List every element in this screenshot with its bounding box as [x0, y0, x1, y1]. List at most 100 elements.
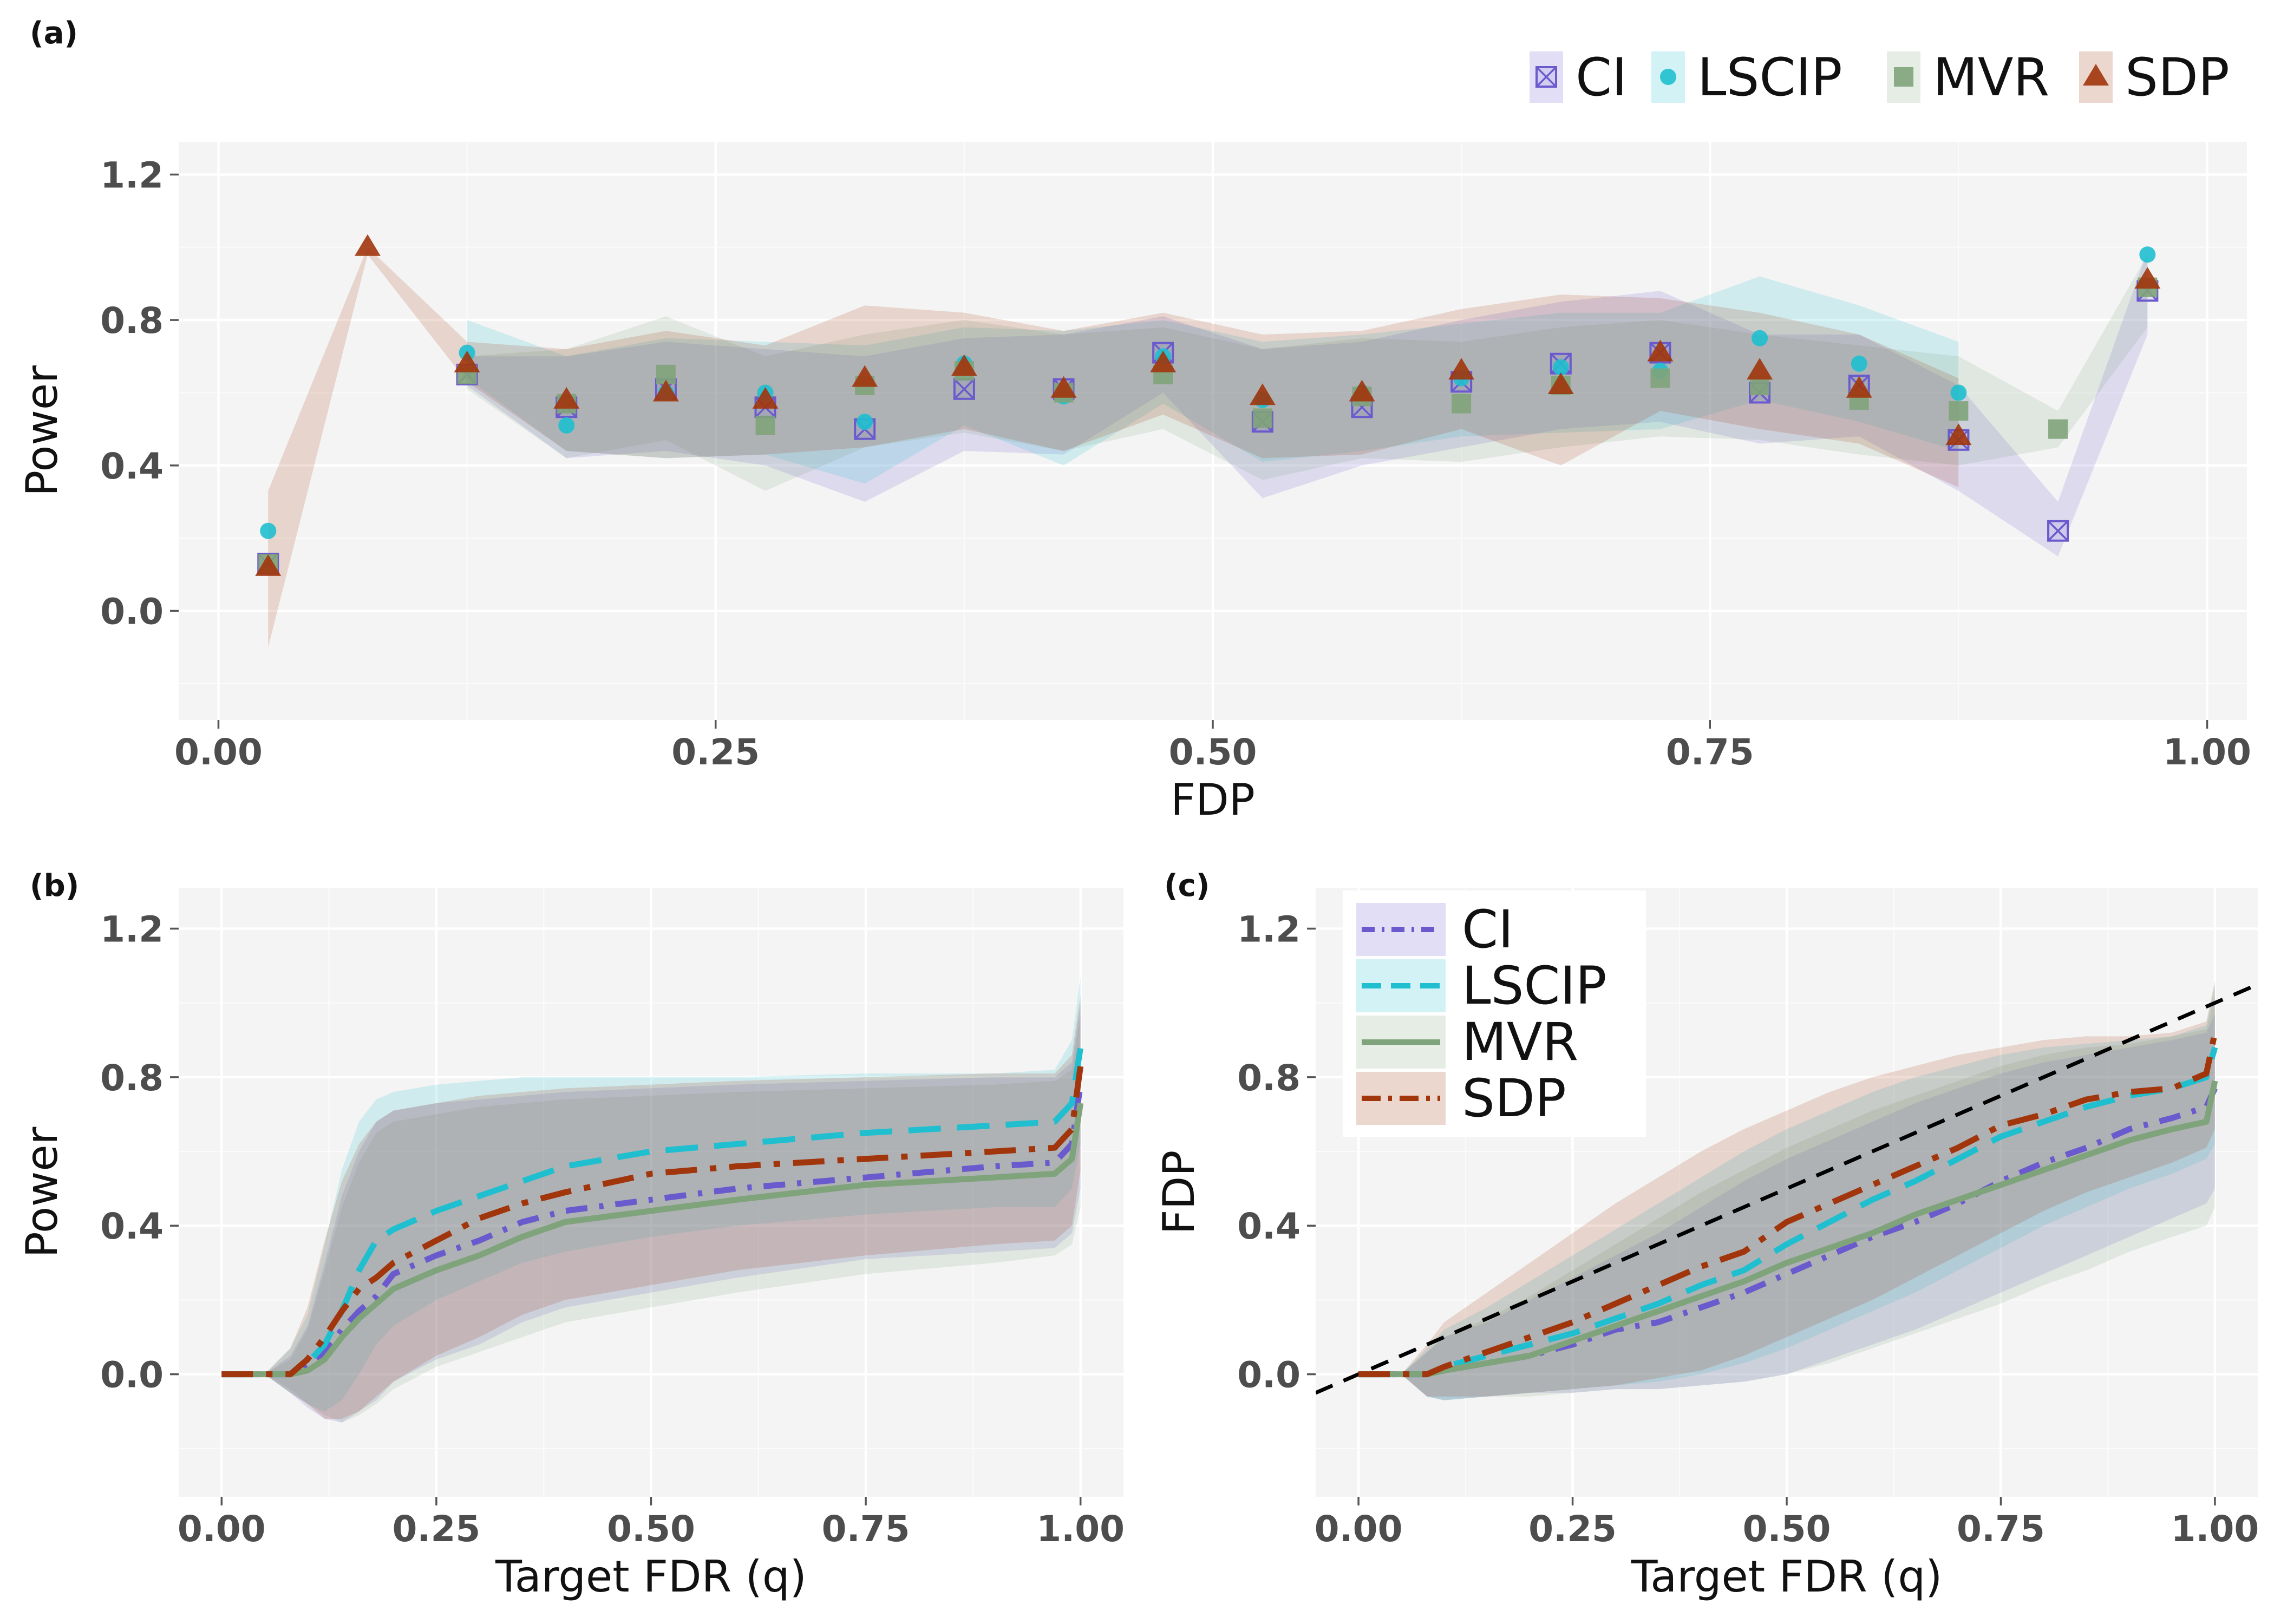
point-mvr: [2048, 419, 2068, 439]
point-sdp: [1747, 358, 1773, 380]
point-mvr: [755, 415, 775, 435]
y-tick-label-a: 0.8: [100, 300, 164, 342]
y-axis-title-a: Power: [17, 365, 67, 496]
point-mvr: [1252, 408, 1272, 428]
point-sdp: [752, 387, 779, 409]
confidence-band-sdp-c: [1358, 980, 2215, 1397]
legend-marker-lscip: [1660, 69, 1676, 85]
series-line-sdp-c: [1358, 1032, 2218, 1378]
confidence-band-mvr-b: [221, 1014, 1081, 1423]
legend-label-sdp: SDP: [2125, 47, 2230, 108]
point-sdp: [1150, 350, 1177, 372]
x-axis-title-a: FDP: [1171, 775, 1255, 825]
x-axis-title-b: Target FDR (q): [495, 1551, 807, 1602]
panel-tag-c: (c): [1164, 868, 1210, 903]
confidence-band-sdp-b: [221, 995, 1081, 1419]
point-lscip: [260, 522, 277, 539]
legend-item-ci: CI: [1530, 47, 1627, 108]
x-tick-label-b: 0.00: [178, 1508, 266, 1550]
confidence-band-sdp-a: [268, 247, 1959, 647]
point-sdp: [553, 387, 580, 409]
point-sdp: [354, 234, 381, 256]
y-tick-label-c: 1.2: [1237, 908, 1301, 950]
confidence-band-lscip-b: [221, 977, 1081, 1412]
y-tick-label-b: 0.0: [100, 1354, 164, 1396]
y-tick-label-b: 0.8: [100, 1057, 164, 1099]
x-tick-label-b: 0.25: [392, 1508, 480, 1550]
point-lscip: [2139, 246, 2156, 263]
x-tick-label-c: 0.75: [1957, 1508, 2045, 1550]
point-sdp: [1547, 372, 1574, 395]
panel-tag-a: (a): [30, 16, 78, 51]
panel-b: 0.00 0.25 0.50 0.75 1.00 0.0 0.4 0.8 1.2 Target F…: [17, 888, 1125, 1602]
series-line-lscip-b: [221, 1047, 1084, 1378]
point-lscip: [1552, 359, 1569, 376]
legend-item-lscip-c: LSCIP: [1356, 955, 1607, 1016]
point-sdp: [1349, 379, 1375, 402]
point-sdp: [1945, 423, 1972, 446]
y-tick-label-a: 1.2: [100, 154, 164, 196]
legend-marker-sdp: [2083, 64, 2109, 86]
point-sdp: [951, 354, 977, 376]
point-sdp: [255, 554, 282, 576]
y-tick-label-b: 1.2: [100, 908, 164, 950]
legend-label-lscip-c: LSCIP: [1462, 955, 1607, 1016]
x-tick-label-a: 0.75: [1666, 731, 1754, 773]
plot-area-c: [1316, 980, 2258, 1400]
point-sdp: [1846, 376, 1872, 398]
x-tick-label-c: 0.50: [1743, 1508, 1831, 1550]
point-lscip: [1851, 355, 1867, 372]
legend-item-lscip: LSCIP: [1651, 47, 1842, 108]
y-axis-title-c: FDP: [1154, 1150, 1204, 1235]
point-mvr: [1452, 394, 1472, 414]
point-ci: [2047, 520, 2069, 542]
point-lscip: [857, 414, 873, 430]
legend-label-ci-c: CI: [1462, 899, 1513, 960]
legend-label-sdp-c: SDP: [1462, 1068, 1566, 1129]
legend-marker-mvr: [1894, 67, 1913, 87]
series-line-lscip-c: [1358, 1046, 2218, 1378]
point-lscip: [1752, 330, 1768, 346]
point-lscip: [558, 417, 575, 434]
plot-area-b: [221, 977, 1084, 1423]
x-tick-label-b: 1.00: [1036, 1508, 1125, 1550]
x-tick-label-a: 0.50: [1169, 731, 1257, 773]
legend-item-sdp-c: SDP: [1356, 1068, 1566, 1129]
point-sdp: [2134, 267, 2161, 289]
point-mvr: [1949, 401, 1969, 421]
reference-line-c: [1316, 983, 2258, 1395]
y-tick-label-c: 0.4: [1237, 1206, 1301, 1247]
x-tick-label-b: 0.50: [607, 1508, 695, 1550]
point-sdp: [652, 379, 679, 402]
x-tick-label-b: 0.75: [822, 1508, 910, 1550]
legend-top: CI LSCIP MVR SDP: [1530, 47, 2230, 108]
point-ci: [953, 378, 975, 400]
x-tick-label-c: 0.25: [1528, 1508, 1617, 1550]
legend-item-mvr: MVR: [1887, 47, 2049, 108]
legend-label-ci: CI: [1576, 47, 1627, 108]
x-tick-label-a: 1.00: [2163, 731, 2251, 773]
x-tick-label-a: 0.25: [671, 731, 760, 773]
y-tick-label-c: 0.0: [1237, 1354, 1301, 1396]
point-sdp: [1249, 383, 1276, 405]
point-sdp: [454, 350, 480, 372]
point-mvr: [1650, 368, 1670, 388]
series-line-mvr-b: [221, 1103, 1084, 1378]
y-tick-label-b: 0.4: [100, 1206, 164, 1247]
panel-tag-b: (b): [30, 868, 79, 903]
x-tick-label-c: 0.00: [1315, 1508, 1403, 1550]
x-tick-label-c: 1.00: [2171, 1508, 2259, 1550]
confidence-band-lscip-a: [467, 276, 1959, 484]
confidence-band-ci-c: [1358, 1014, 2215, 1400]
legend-item-ci-c: CI: [1356, 899, 1513, 960]
point-sdp: [852, 365, 878, 387]
legend-item-mvr-c: MVR: [1356, 1012, 1578, 1072]
point-sdp: [1448, 358, 1475, 380]
point-sdp: [1050, 376, 1077, 398]
y-tick-label-c: 0.8: [1237, 1057, 1301, 1099]
legend-marker-ci: [1535, 66, 1557, 88]
panel-a: 0.00 0.25 0.50 0.75 1.00 0.0 0.4 0.8 1.2 FDP Power: [17, 142, 2251, 825]
series-line-ci-b: [221, 1084, 1084, 1378]
legend-label-lscip: LSCIP: [1697, 47, 1842, 108]
